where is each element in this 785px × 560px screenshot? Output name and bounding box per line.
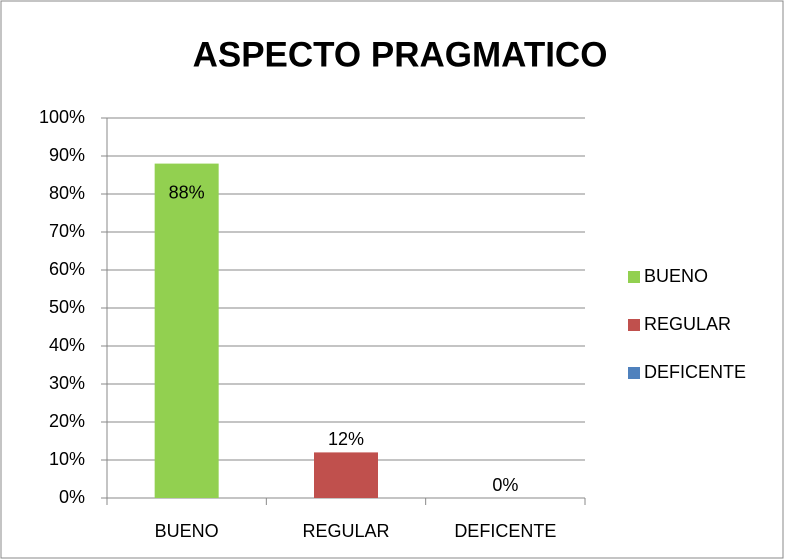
legend-swatch — [628, 271, 640, 283]
legend-label: BUENO — [644, 266, 708, 286]
legend-label: REGULAR — [644, 314, 731, 334]
legend-label: DEFICENTE — [644, 362, 746, 382]
y-tick-label: 100% — [39, 107, 85, 127]
y-tick-label: 80% — [49, 183, 85, 203]
x-tick-label: BUENO — [155, 521, 219, 541]
x-tick-label: REGULAR — [302, 521, 389, 541]
value-label: 12% — [328, 429, 364, 449]
x-tick-label: DEFICENTE — [454, 521, 556, 541]
value-label: 0% — [492, 475, 518, 495]
legend-swatch — [628, 367, 640, 379]
value-label: 88% — [169, 182, 205, 202]
y-tick-label: 60% — [49, 259, 85, 279]
y-tick-label: 20% — [49, 411, 85, 431]
y-tick-label: 40% — [49, 335, 85, 355]
y-tick-label: 0% — [59, 487, 85, 507]
bar — [314, 452, 378, 498]
chart-title: ASPECTO PRAGMATICO — [193, 35, 608, 74]
y-tick-label: 50% — [49, 297, 85, 317]
y-tick-label: 70% — [49, 221, 85, 241]
y-tick-label: 30% — [49, 373, 85, 393]
bar — [154, 163, 219, 498]
legend-swatch — [628, 319, 640, 331]
y-tick-label: 10% — [49, 449, 85, 469]
y-tick-label: 90% — [49, 145, 85, 165]
